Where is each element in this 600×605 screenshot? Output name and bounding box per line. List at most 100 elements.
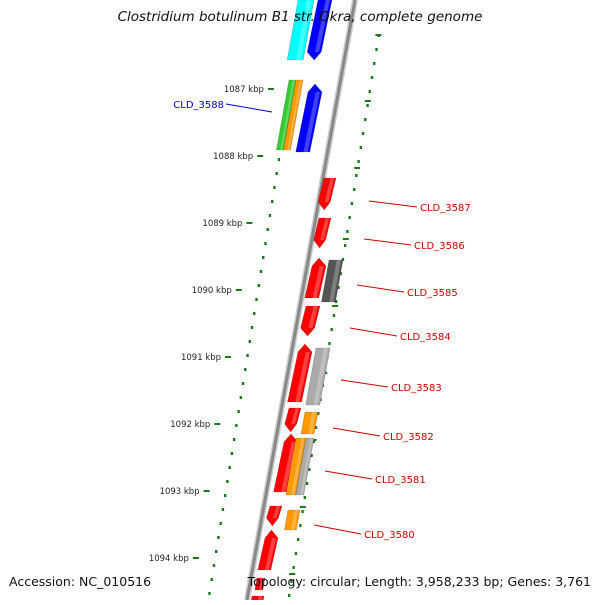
inner-ruler-dot — [257, 284, 260, 287]
gene-block-gray — [295, 437, 315, 496]
inner-ruler-dot — [219, 522, 222, 525]
outer-ruler-dot — [339, 272, 342, 275]
gene-label: CLD_3586 — [414, 241, 465, 252]
inner-ruler-dot — [246, 354, 249, 357]
gene-leader-line — [356, 284, 405, 293]
outer-ruler-dot — [299, 524, 302, 527]
outer-ruler-dot — [303, 496, 307, 499]
gene-block-gray-highlight — [300, 438, 313, 495]
gene-leader-line — [225, 103, 273, 113]
inner-ruler-dot — [271, 200, 274, 203]
gene-block-red — [287, 343, 313, 403]
gene-label: CLD_3585 — [407, 288, 458, 299]
gene-leader-line — [368, 200, 418, 208]
gene-block-red — [257, 529, 279, 571]
outer-ruler-dot — [294, 552, 298, 555]
outer-ruler-dot — [312, 440, 315, 443]
gene-block-red — [317, 177, 337, 211]
gene-block-orange-highlight — [291, 438, 305, 495]
outer-ruler-dot — [375, 48, 378, 51]
outer-ruler-dot — [350, 202, 354, 205]
outer-ruler-dot — [346, 230, 349, 233]
gene-block-red-highlight — [312, 266, 324, 298]
ruler-label: 1091 kbp — [181, 353, 221, 363]
inner-ruler-dot — [275, 172, 278, 175]
inner-ruler-dot — [250, 326, 254, 329]
outer-ruler-dot — [357, 160, 360, 163]
gene-block-red — [284, 407, 302, 433]
outer-ruler-dot — [305, 482, 309, 485]
gene-label: CLD_3584 — [400, 332, 451, 343]
outer-ruler-dot — [373, 62, 376, 65]
outer-ruler-dot — [314, 426, 318, 429]
gene-label: CLD_3581 — [375, 475, 426, 486]
ruler-label: 1092 kbp — [170, 420, 210, 430]
inner-ruler-dot — [253, 312, 256, 315]
inner-ruler-dot — [248, 340, 251, 343]
inner-ruler-dot — [228, 466, 231, 469]
ruler-label: 1093 kbp — [160, 487, 200, 497]
gene-leader-line — [332, 427, 381, 437]
inner-ruler-dot — [237, 410, 240, 413]
gene-block-orange-highlight — [291, 510, 299, 530]
gene-block-gray — [305, 347, 331, 406]
inner-ruler-dot — [262, 256, 265, 259]
genome-title: Clostridium botulinum B1 str. Okra, comp… — [117, 9, 483, 25]
inner-ruler-dot — [255, 298, 258, 301]
gene-block-red-highlight — [273, 506, 281, 518]
ruler-label: 1089 kbp — [202, 219, 242, 229]
outer-ruler-dot — [328, 342, 331, 345]
gene-block-red — [304, 257, 327, 299]
gene-block-orange-highlight — [308, 412, 317, 434]
gene-label: CLD_3583 — [391, 383, 442, 394]
outer-ruler-dot — [287, 594, 291, 597]
gene-leader-line — [340, 379, 389, 388]
gene-block-red-highlight — [264, 538, 277, 570]
outer-ruler-dot — [337, 286, 340, 289]
gene-block-orange — [283, 79, 304, 151]
gene-block-red — [266, 505, 283, 527]
ruler-label: 1090 kbp — [192, 286, 232, 296]
outer-ruler-dot — [335, 300, 338, 303]
outer-ruler-dot — [317, 412, 320, 415]
outer-ruler-dot — [341, 258, 345, 261]
outer-ruler-dot — [364, 118, 367, 121]
inner-ruler-dot — [226, 480, 229, 483]
outer-ruler-dot — [332, 314, 336, 317]
gene-block-red-highlight — [308, 306, 318, 328]
outer-ruler-dot — [296, 538, 300, 541]
gene-block-red-highlight — [291, 408, 300, 424]
gene-block-green-highlight — [280, 80, 295, 150]
gene-block-orange-highlight — [287, 80, 302, 150]
ruler-label: 1087 kbp — [224, 85, 264, 95]
outer-ruler-dot — [292, 566, 295, 569]
gene-block-cyan-highlight — [296, 0, 312, 60]
inner-ruler-dot — [232, 438, 236, 441]
gene-block-red — [254, 577, 266, 591]
inner-ruler-dot — [266, 228, 269, 231]
inner-ruler-dot — [277, 158, 281, 161]
gene-block-darkgray-highlight — [329, 260, 341, 302]
gene-block-darkgray — [321, 259, 344, 303]
gene-block-blue — [295, 83, 323, 153]
outer-ruler-dot — [370, 76, 374, 79]
outer-ruler-dot — [343, 244, 347, 247]
outer-ruler-dot — [290, 580, 293, 583]
outer-ruler-dot — [308, 468, 311, 471]
gene-block-blue-highlight — [303, 92, 320, 152]
gene-label: CLD_3580 — [364, 530, 415, 541]
inner-ruler-dot — [223, 494, 227, 497]
gene-label: CLD_3588 — [173, 100, 224, 111]
outer-ruler-dot — [348, 216, 351, 219]
inner-ruler-dot — [208, 592, 211, 595]
gene-block-red — [313, 217, 332, 249]
topology-text: Topology: circular; Length: 3,958,233 bp… — [247, 574, 591, 589]
gene-block-orange — [300, 411, 319, 435]
outer-ruler-dot — [301, 510, 304, 513]
gene-block-red-highlight — [259, 578, 264, 590]
gene-leader-line — [313, 524, 362, 535]
gene-leader-line — [324, 470, 373, 480]
outer-ruler-dot — [361, 132, 365, 135]
